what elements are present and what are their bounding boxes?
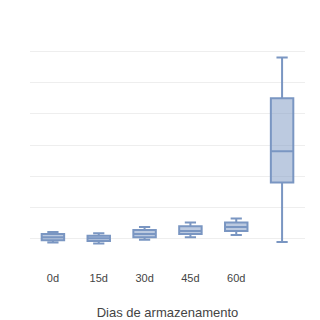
svg-text:0d: 0d [47,272,59,284]
svg-text:30d: 30d [135,272,153,284]
svg-text:15d: 15d [90,272,108,284]
svg-text:Dias de armazenamento: Dias de armazenamento [97,305,239,320]
svg-text:45d: 45d [181,272,199,284]
svg-text:60d: 60d [227,272,245,284]
